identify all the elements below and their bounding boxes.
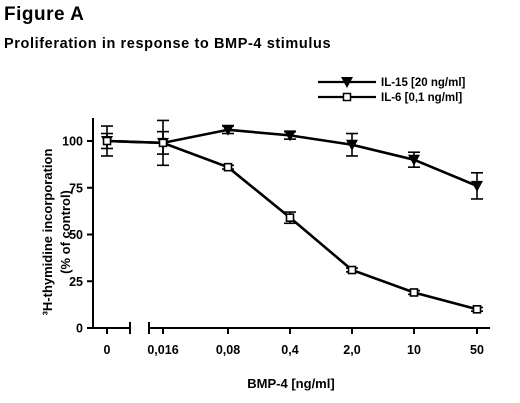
y-tick-label: 100	[62, 135, 83, 149]
data-point-square	[472, 304, 482, 314]
data-point-square	[223, 162, 233, 172]
series-line	[106, 139, 478, 311]
data-point-triangle	[346, 139, 358, 151]
figure-label: Figure A	[4, 4, 85, 25]
data-point-triangle	[284, 130, 296, 142]
x-tick-label: 0	[104, 343, 111, 357]
data-point-square	[158, 138, 168, 148]
x-tick-label: 0,016	[147, 343, 178, 357]
y-axis-title-line1: ³H-thymidine incorporation	[40, 149, 55, 316]
series-il-15	[101, 124, 483, 200]
data-point-square	[102, 136, 112, 146]
data-point-triangle	[222, 124, 234, 136]
y-tick-label: 25	[69, 275, 83, 289]
data-point-square	[347, 265, 357, 275]
legend-label: IL-15 [20 ng/ml]	[381, 77, 466, 89]
x-tick-label: 0,4	[281, 343, 298, 357]
y-axis-title-line2: (% of control)	[58, 190, 73, 274]
data-point-triangle	[471, 180, 483, 192]
y-tick-label: 0	[76, 322, 83, 336]
x-tick-label: 0,08	[216, 343, 240, 357]
legend: IL-15 [20 ng/ml] IL-6 [0,1 ng/ml]	[318, 77, 466, 104]
x-tick-label: 10	[407, 343, 421, 357]
y-tick-label: 75	[69, 181, 83, 195]
series-layer	[101, 119, 483, 314]
legend-marker-square	[342, 92, 352, 102]
legend-item: IL-6 [0,1 ng/ml]	[318, 92, 462, 104]
data-point-square	[409, 288, 419, 297]
legend-label: IL-6 [0,1 ng/ml]	[381, 92, 462, 104]
x-tick-label: 2,0	[343, 343, 360, 357]
y-tick-label: 50	[69, 228, 83, 242]
axes: 0 25 50 75 100 0 0,016 0,08 0,4 2,0 10 50	[62, 118, 490, 357]
data-point-triangle	[408, 154, 420, 166]
x-tick-label: 50	[470, 343, 484, 357]
data-point-square	[285, 213, 295, 222]
figure-subtitle: Proliferation in response to BMP-4 stimu…	[4, 36, 332, 52]
legend-marker-triangle	[341, 77, 353, 88]
legend-item: IL-15 [20 ng/ml]	[318, 77, 466, 89]
x-axis-title: BMP-4 [ng/ml]	[247, 376, 334, 391]
series-il-6	[101, 119, 483, 314]
